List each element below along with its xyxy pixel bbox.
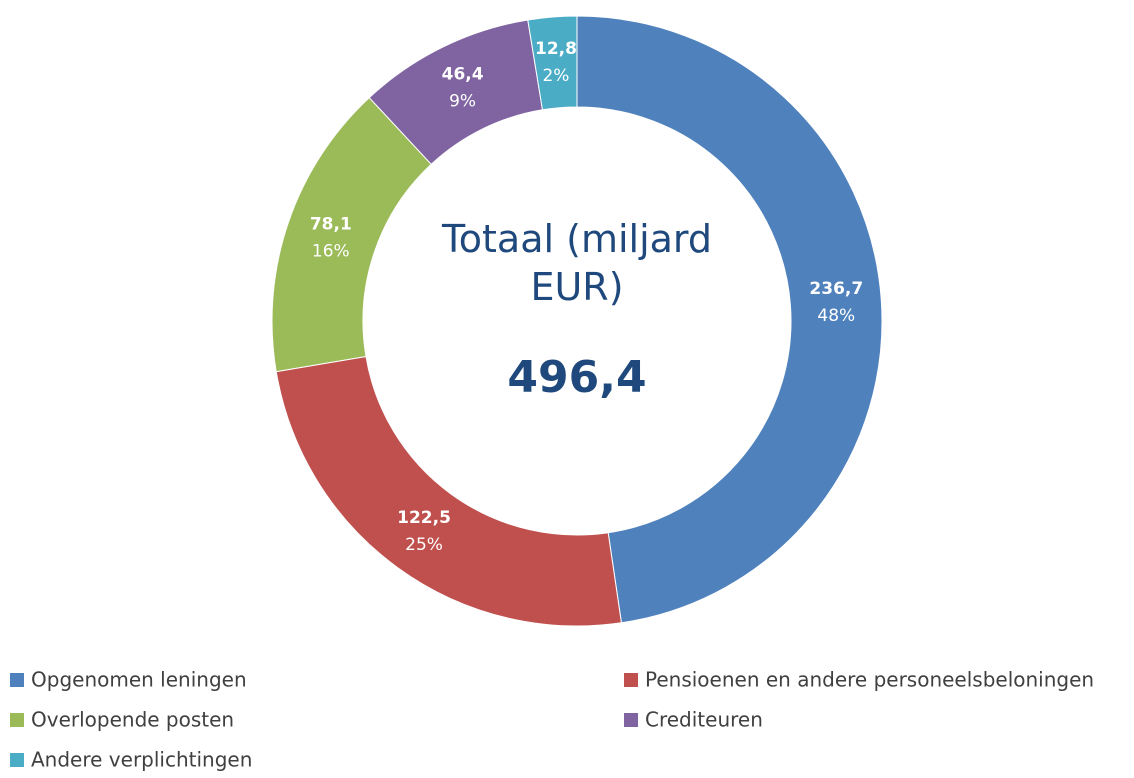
legend-swatch	[624, 673, 638, 687]
value-label: 122,5	[397, 508, 451, 528]
value-label: 78,1	[310, 214, 352, 234]
percentage-label: 16%	[312, 241, 350, 261]
legend-swatch	[10, 753, 24, 767]
legend-swatch	[10, 673, 24, 687]
legend-swatch	[10, 713, 24, 727]
legend-label: Overlopende posten	[31, 708, 234, 732]
legend-label: Pensioenen en andere personeelsbeloninge…	[645, 668, 1094, 692]
legend-label: Crediteuren	[645, 708, 763, 732]
legend-label: Andere verplichtingen	[31, 748, 252, 772]
donut-slice	[576, 15, 883, 624]
percentage-label: 25%	[405, 535, 443, 555]
legend-label: Opgenomen leningen	[31, 668, 247, 692]
value-label: 236,7	[809, 279, 863, 299]
percentage-label: 9%	[449, 92, 476, 112]
percentage-label: 2%	[542, 66, 569, 86]
total-value: 496,4	[507, 352, 646, 403]
donut-slice	[275, 355, 622, 627]
value-label: 12,8	[535, 39, 577, 59]
donut-slice	[527, 15, 578, 111]
percentage-label: 48%	[817, 306, 855, 326]
center-title: Totaal (miljard EUR)	[442, 217, 712, 309]
legend-swatch	[624, 713, 638, 727]
value-label: 46,4	[442, 65, 484, 85]
